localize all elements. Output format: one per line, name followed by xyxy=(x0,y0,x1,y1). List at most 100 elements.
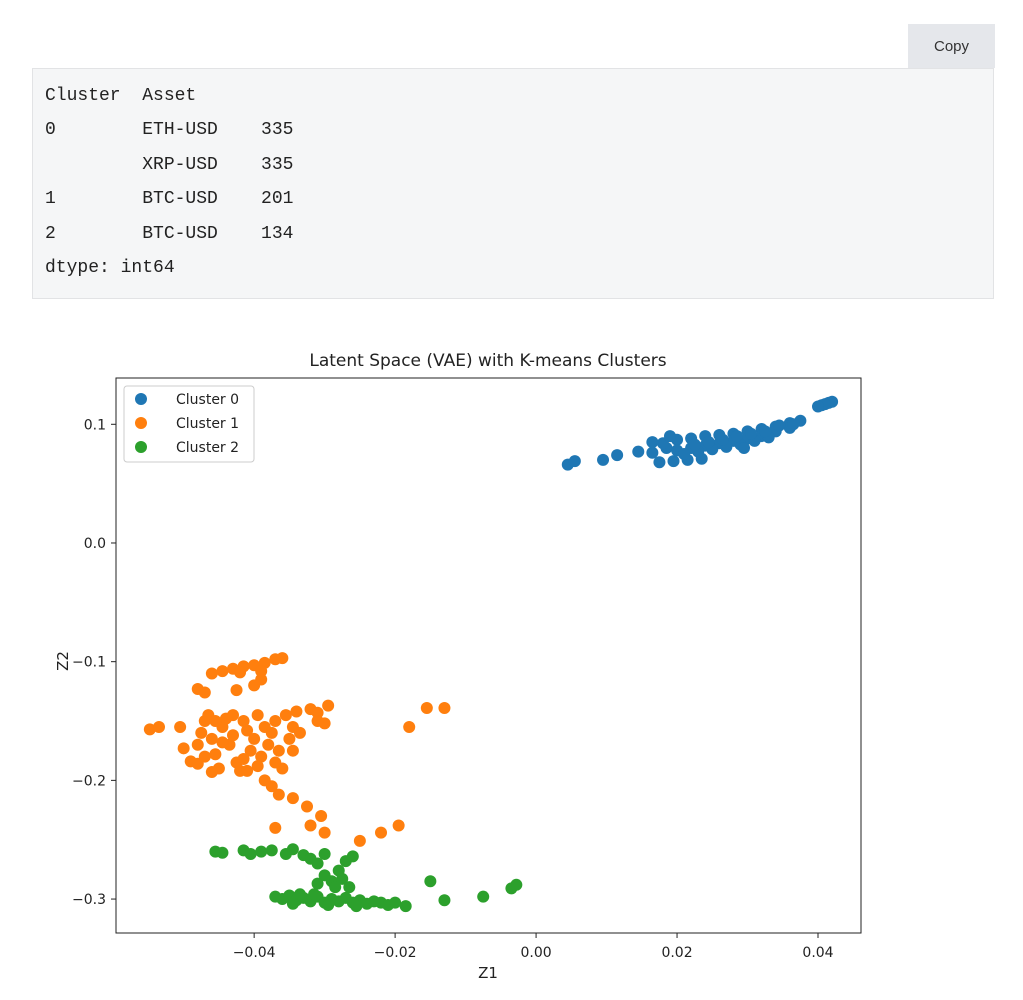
data-point xyxy=(286,843,299,856)
y-tick-label: 0.0 xyxy=(84,536,106,552)
output-line: Cluster Asset xyxy=(45,86,197,106)
data-point xyxy=(286,792,299,805)
data-point xyxy=(230,684,243,697)
data-point xyxy=(209,748,222,761)
output-line: XRP-USD 335 xyxy=(45,155,294,175)
data-point xyxy=(237,752,250,765)
data-point xyxy=(477,890,490,903)
data-point xyxy=(293,888,306,901)
data-point xyxy=(234,666,247,679)
data-point xyxy=(510,878,523,891)
data-point xyxy=(646,446,659,459)
data-point xyxy=(152,720,165,733)
legend-label: Cluster 0 xyxy=(176,392,239,408)
output-line: 1 BTC-USD 201 xyxy=(45,189,294,209)
data-point xyxy=(276,652,289,665)
legend-marker xyxy=(135,393,147,405)
data-point xyxy=(375,826,388,839)
data-point xyxy=(244,744,257,757)
data-point xyxy=(216,665,229,678)
data-point xyxy=(632,445,645,458)
data-point xyxy=(311,877,324,890)
data-point xyxy=(177,742,190,755)
data-point xyxy=(311,857,324,870)
data-point xyxy=(255,665,268,678)
output-line: dtype: int64 xyxy=(45,258,175,278)
data-point xyxy=(272,788,285,801)
data-point xyxy=(262,738,275,751)
x-tick-label: −0.02 xyxy=(374,945,417,961)
plot-frame xyxy=(115,377,862,934)
data-point xyxy=(311,706,324,719)
data-point xyxy=(663,430,676,443)
series-2 xyxy=(209,843,523,913)
data-point xyxy=(318,826,331,839)
data-point xyxy=(438,701,451,714)
data-point xyxy=(227,709,240,722)
data-point xyxy=(611,449,624,462)
data-point xyxy=(392,819,405,832)
series-0 xyxy=(561,395,839,471)
y-tick-label: −0.1 xyxy=(72,655,106,671)
data-point xyxy=(191,738,204,751)
output-line: 2 BTC-USD 134 xyxy=(45,224,294,244)
data-point xyxy=(346,850,359,863)
x-axis-label: Z1 xyxy=(478,964,498,982)
x-tick-label: −0.04 xyxy=(233,945,276,961)
data-point xyxy=(205,732,218,745)
data-point xyxy=(667,455,680,468)
data-point xyxy=(308,888,321,901)
data-point xyxy=(290,705,303,718)
data-point xyxy=(227,729,240,742)
output-line: 0 ETH-USD 335 xyxy=(45,120,294,140)
data-point xyxy=(353,834,366,847)
x-tick-label: 0.04 xyxy=(802,945,833,961)
data-point xyxy=(255,673,268,686)
data-point xyxy=(279,709,292,722)
data-point xyxy=(174,720,187,733)
data-point xyxy=(265,726,278,739)
data-point xyxy=(424,875,437,888)
data-point xyxy=(315,809,328,822)
legend-label: Cluster 2 xyxy=(176,440,239,456)
data-point xyxy=(241,724,254,737)
data-point xyxy=(251,709,264,722)
data-point xyxy=(343,881,356,894)
data-point xyxy=(255,750,268,763)
data-point xyxy=(216,736,229,749)
data-point xyxy=(195,726,208,739)
data-point xyxy=(653,456,666,469)
data-point xyxy=(678,447,691,460)
series-1 xyxy=(143,652,451,847)
data-point xyxy=(716,433,729,446)
data-point xyxy=(244,847,257,860)
data-point xyxy=(350,900,363,913)
data-point xyxy=(420,701,433,714)
x-tick-label: 0.02 xyxy=(661,945,692,961)
y-tick-label: −0.2 xyxy=(72,773,106,789)
data-point xyxy=(198,750,211,763)
data-point xyxy=(336,872,349,885)
legend-marker xyxy=(135,441,147,453)
data-point xyxy=(286,897,299,910)
data-point xyxy=(251,760,264,773)
data-point xyxy=(403,720,416,733)
legend-marker xyxy=(135,417,147,429)
data-point xyxy=(399,900,412,913)
data-point xyxy=(248,732,261,745)
data-point xyxy=(568,455,581,468)
data-point xyxy=(241,764,254,777)
data-point xyxy=(730,430,743,443)
data-point xyxy=(759,425,772,438)
copy-button[interactable]: Copy xyxy=(908,24,995,68)
data-point xyxy=(438,894,451,907)
data-point xyxy=(265,780,278,793)
legend-box xyxy=(123,385,255,463)
data-point xyxy=(702,436,715,449)
data-point xyxy=(812,400,825,413)
data-point xyxy=(283,732,296,745)
data-point xyxy=(293,726,306,739)
data-point xyxy=(301,800,314,813)
data-point xyxy=(205,766,218,779)
data-point xyxy=(198,686,211,699)
